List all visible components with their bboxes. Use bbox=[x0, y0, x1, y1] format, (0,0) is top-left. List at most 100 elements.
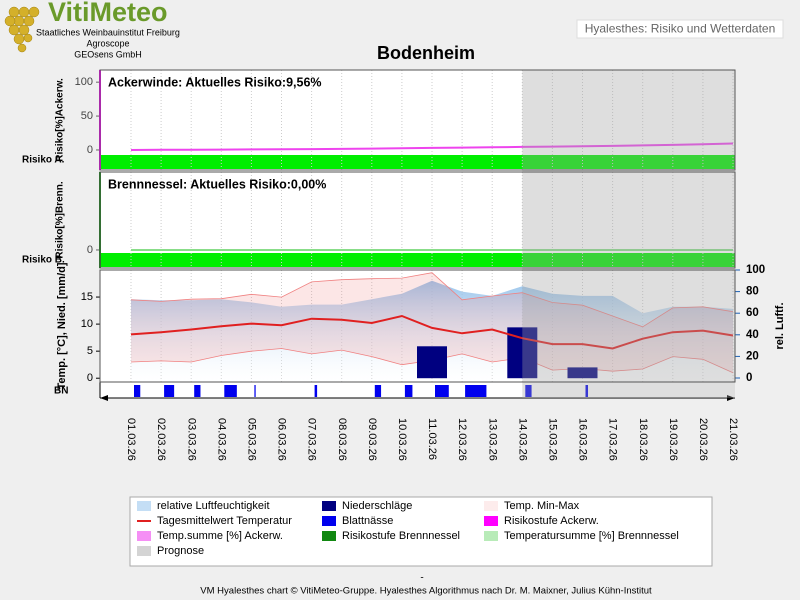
x-tick-label: 09.03.26 bbox=[366, 418, 378, 461]
risk-band bbox=[100, 253, 735, 267]
x-tick-label: 20.03.26 bbox=[697, 418, 709, 461]
x-tick-label: 11.03.26 bbox=[426, 418, 438, 460]
panel-frame bbox=[99, 69, 736, 171]
y-tick-label: 10 bbox=[81, 318, 93, 330]
legend-label: relative Luftfeuchtigkeit bbox=[157, 500, 270, 512]
leaf-wetness bbox=[164, 385, 175, 397]
legend-swatch bbox=[322, 531, 336, 541]
leaf-wetness bbox=[465, 385, 487, 397]
legend-label: Temp. Min-Max bbox=[504, 500, 580, 512]
y2-tick-label: 40 bbox=[746, 329, 759, 341]
partner: GEOsens GmbH bbox=[74, 49, 142, 59]
x-tick-label: 18.03.26 bbox=[637, 418, 649, 461]
leaf-wetness bbox=[254, 385, 256, 397]
x-tick-label: 01.03.26 bbox=[125, 418, 137, 461]
risk-label: Risiko B. bbox=[22, 255, 65, 266]
y2-tick-label: 60 bbox=[746, 307, 759, 319]
legend-label: Temperatursumme [%] Brennnessel bbox=[504, 530, 679, 542]
x-tick-label: 04.03.26 bbox=[215, 418, 227, 461]
leaf-wetness bbox=[224, 385, 237, 397]
x-tick-label: 21.03.26 bbox=[727, 418, 739, 461]
y2-tick-label: 80 bbox=[746, 286, 759, 298]
panel-frame bbox=[99, 171, 736, 269]
x-tick-label: 06.03.26 bbox=[276, 418, 288, 461]
legend-swatch bbox=[484, 531, 498, 541]
risk-band bbox=[100, 155, 735, 169]
leaf-wetness bbox=[134, 385, 141, 397]
tab[interactable] bbox=[576, 19, 784, 39]
legend-swatch bbox=[484, 501, 498, 511]
y-axis-label: Risiko[%]Brenn. bbox=[55, 181, 66, 258]
leaf-wetness bbox=[404, 385, 413, 397]
chart-title: Bodenheim bbox=[377, 43, 475, 63]
x-tick-label: 02.03.26 bbox=[155, 418, 167, 461]
legend-swatch bbox=[137, 501, 151, 511]
risk-label: Risiko A. bbox=[22, 155, 65, 166]
leaf-wetness bbox=[374, 385, 382, 397]
temp-max-line bbox=[130, 272, 734, 328]
legend-label: Risikostufe Ackerw. bbox=[504, 515, 599, 527]
legend-label: Prognose bbox=[157, 545, 204, 557]
x-tick-label: 07.03.26 bbox=[306, 418, 318, 461]
leaf-wetness bbox=[314, 385, 318, 397]
x-tick-label: 14.03.26 bbox=[516, 418, 528, 461]
legend-label: Tagesmittelwert Temperatur bbox=[157, 515, 292, 527]
legend-label: Niederschläge bbox=[342, 500, 412, 512]
x-tick-label: 12.03.26 bbox=[456, 418, 468, 461]
annotation: Brennnessel: Aktuelles Risiko:0,00% bbox=[108, 177, 326, 191]
legend-label: Temp.summe [%] Ackerw. bbox=[157, 530, 283, 542]
y-tick-label: 100 bbox=[75, 76, 93, 88]
y-tick-label: 50 bbox=[81, 110, 93, 122]
footer: VM Hyalesthes chart © VitiMeteo-Gruppe. … bbox=[200, 586, 652, 597]
y-tick-label: 0 bbox=[87, 144, 93, 156]
humidity-area bbox=[131, 280, 733, 382]
panel-frame bbox=[99, 269, 736, 383]
y2-axis-label: rel. Luftf. bbox=[774, 302, 786, 349]
y-tick-label: 0 bbox=[87, 372, 93, 384]
x-tick-label: 05.03.26 bbox=[245, 418, 257, 461]
y-tick-label: 15 bbox=[81, 291, 93, 303]
x-tick-label: 03.03.26 bbox=[185, 418, 197, 461]
leaf-wetness bbox=[585, 385, 589, 397]
y2-tick-label: 100 bbox=[746, 264, 765, 276]
temp-mean-line bbox=[130, 314, 734, 350]
x-tick-label: 13.03.26 bbox=[486, 418, 498, 461]
legend-label: Risikostufe Brennnessel bbox=[342, 530, 460, 542]
legend-label: Blattnässe bbox=[342, 515, 393, 527]
legend-swatch bbox=[322, 516, 336, 526]
x-tick-label: 08.03.26 bbox=[336, 418, 348, 461]
y-tick-label: 0 bbox=[87, 244, 93, 256]
logo-text: VitiMeteo bbox=[48, 0, 168, 27]
temp-range-fill bbox=[131, 272, 733, 373]
y2-tick-label: 20 bbox=[746, 350, 759, 362]
y-axis-label: Risiko[%]Ackerw. bbox=[55, 78, 66, 162]
precip-bar bbox=[417, 346, 447, 379]
x-tick-label: 15.03.26 bbox=[546, 418, 558, 461]
institute: Staatliches Weinbauinstitut Freiburg bbox=[36, 27, 180, 37]
footer-separator: - bbox=[420, 573, 423, 584]
legend-swatch bbox=[137, 546, 151, 556]
legend-swatch bbox=[484, 516, 498, 526]
y2-tick-label: 0 bbox=[746, 372, 752, 384]
x-tick-label: 17.03.26 bbox=[607, 418, 619, 461]
risk-line bbox=[130, 142, 734, 151]
prognose-area bbox=[522, 70, 735, 398]
legend-swatch bbox=[137, 531, 151, 541]
legend bbox=[129, 496, 713, 567]
leaf-wetness bbox=[525, 385, 532, 397]
y-axis-label: Temp. [°C], Nied. [mm/d] bbox=[56, 262, 68, 389]
leaf-label: BN bbox=[54, 386, 68, 397]
x-tick-label: 16.03.26 bbox=[577, 418, 589, 461]
partner: Agroscope bbox=[86, 38, 129, 48]
y-tick-label: 5 bbox=[87, 345, 93, 357]
logo-grapes bbox=[4, 6, 40, 53]
annotation: Ackerwinde: Aktuelles Risiko:9,56% bbox=[108, 75, 322, 89]
x-tick-label: 19.03.26 bbox=[667, 418, 679, 461]
tab-label[interactable]: Hyalesthes: Risiko und Wetterdaten bbox=[585, 22, 776, 36]
leaf-wetness bbox=[435, 385, 449, 397]
legend-swatch bbox=[322, 501, 336, 511]
precip-bar bbox=[567, 367, 598, 379]
leaf-wetness bbox=[194, 385, 201, 397]
